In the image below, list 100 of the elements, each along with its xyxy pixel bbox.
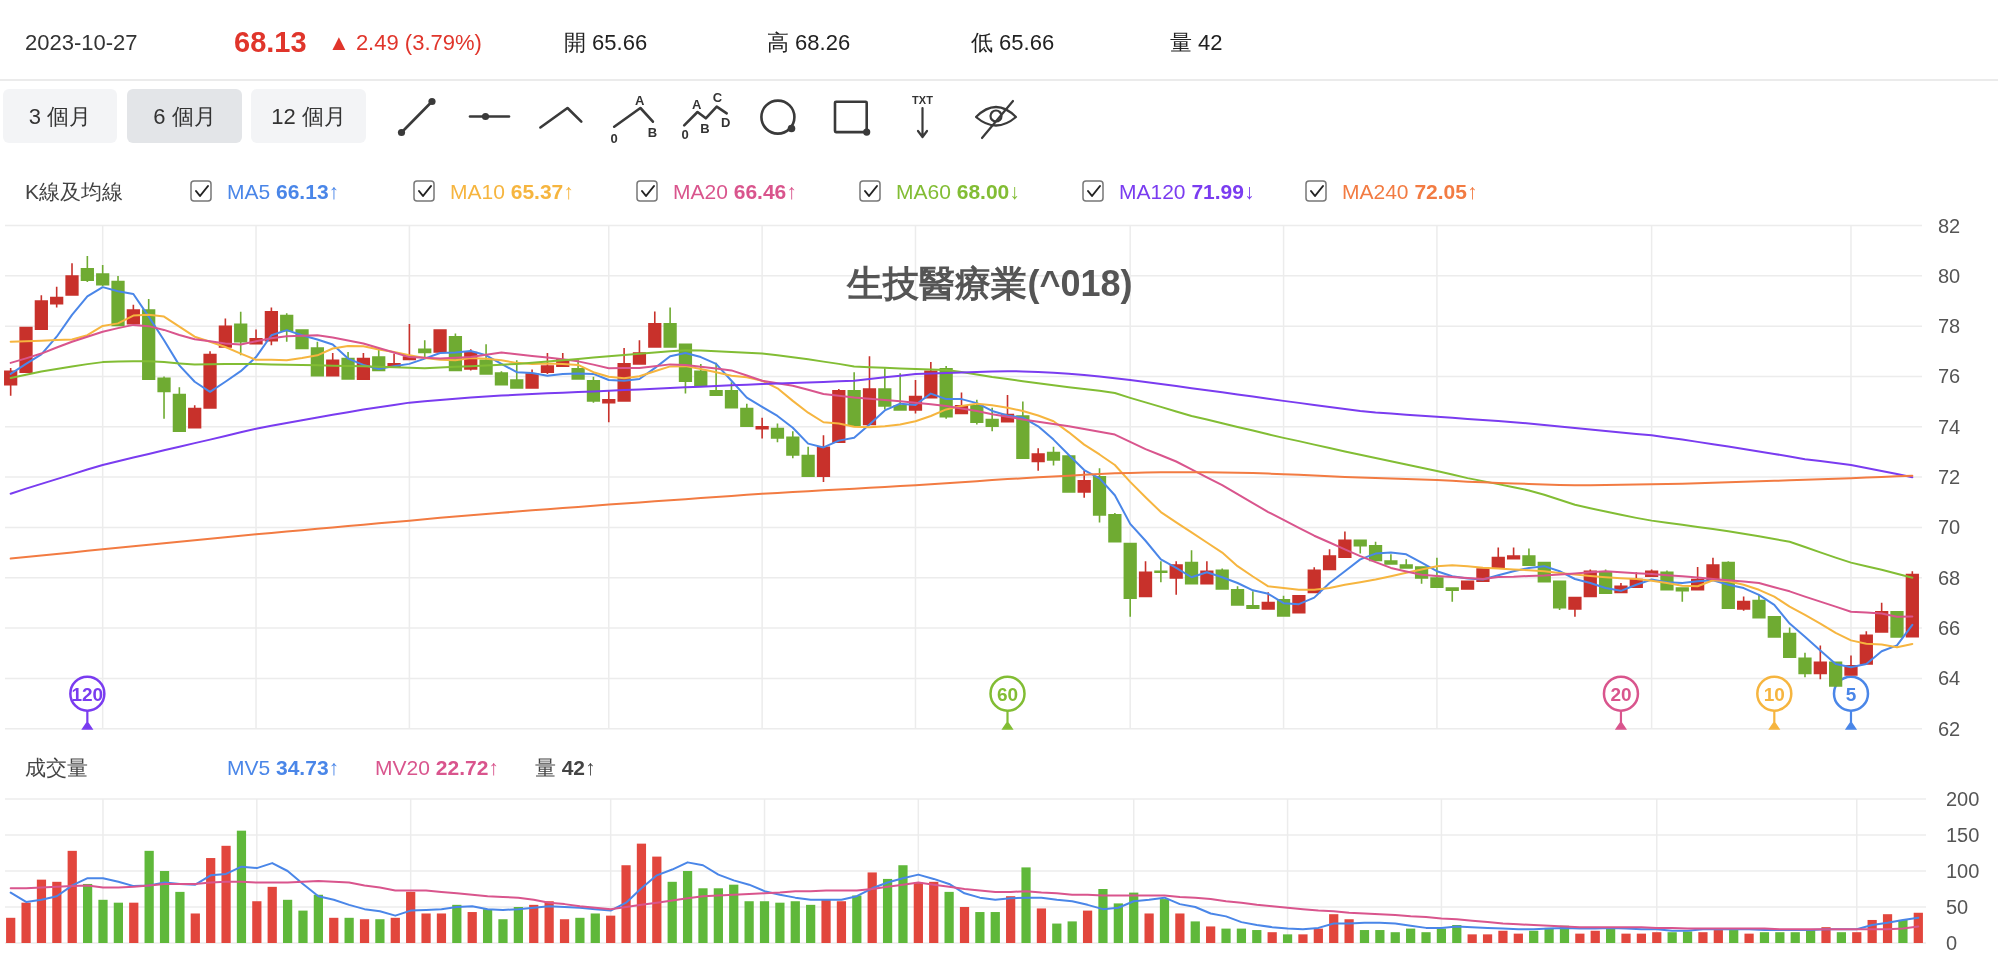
candlestick — [801, 445, 815, 477]
bar — [406, 891, 416, 943]
annotation: 60 — [996, 683, 1019, 705]
legend-title: 成交量 — [25, 755, 88, 779]
text: C — [712, 89, 723, 105]
candlestick — [602, 390, 616, 424]
bar — [1098, 889, 1108, 943]
candlestick — [724, 381, 739, 409]
candlestick — [847, 371, 861, 427]
text: 低 65.66 — [971, 29, 1055, 55]
candlestick — [1077, 470, 1091, 499]
text: A — [692, 96, 702, 112]
bar — [1667, 932, 1677, 943]
bar — [1436, 928, 1447, 943]
bar — [1421, 932, 1431, 943]
bar — [606, 915, 616, 943]
candlestick — [433, 329, 447, 353]
candlestick — [1737, 595, 1751, 612]
candlestick — [770, 422, 785, 443]
bar — [313, 894, 323, 943]
candlestick — [1261, 591, 1275, 610]
candlestick — [1154, 560, 1168, 584]
annotation: 10 — [1763, 683, 1785, 705]
y-tick-label: 72 — [1938, 466, 1961, 489]
bar — [1298, 934, 1308, 943]
candlestick — [80, 255, 94, 283]
bar — [898, 865, 908, 943]
text: 開 65.66 — [564, 29, 648, 55]
bar — [1806, 930, 1816, 943]
y-tick-label: 50 — [1946, 896, 1969, 918]
bar — [1621, 933, 1631, 943]
bar — [1467, 934, 1477, 943]
bar — [1652, 932, 1662, 943]
candlestick — [663, 306, 677, 348]
text: B — [700, 120, 710, 136]
y-tick-label: 62 — [1938, 717, 1961, 740]
candlestick — [755, 416, 769, 440]
candlestick — [65, 262, 79, 296]
candlestick — [172, 386, 186, 433]
text: 生技醫療業(^018) — [846, 262, 1133, 304]
annotation: 5 — [1845, 683, 1857, 705]
candlestick — [1506, 546, 1521, 560]
bar — [590, 913, 600, 943]
bar — [959, 907, 970, 943]
bar — [713, 888, 723, 943]
bar — [1482, 934, 1493, 943]
y-tick-label: 82 — [1938, 214, 1961, 237]
candlestick — [1813, 644, 1827, 680]
y-tick-label: 76 — [1938, 365, 1961, 388]
text: MV5 34.73↑ — [227, 755, 340, 779]
bar — [1852, 932, 1862, 943]
bar — [913, 882, 923, 943]
candlestick — [1783, 626, 1797, 659]
bar — [1498, 930, 1508, 943]
candlestick — [1875, 601, 1889, 633]
bar — [1606, 927, 1616, 943]
annotation: 120 — [71, 683, 104, 705]
bar — [1590, 930, 1600, 943]
candlestick — [418, 339, 432, 358]
legend-title: K線及均線 — [25, 179, 124, 203]
bar — [929, 881, 939, 943]
bar — [513, 907, 523, 943]
bar — [1729, 930, 1739, 943]
bar — [744, 901, 754, 943]
candlestick — [540, 352, 555, 375]
bar — [1390, 932, 1400, 943]
bar — [1144, 913, 1154, 943]
candlestick — [1829, 661, 1843, 687]
bar — [1375, 930, 1385, 943]
candlestick — [111, 275, 125, 327]
candlestick — [1230, 585, 1245, 606]
bar — [498, 919, 508, 943]
text: D — [721, 114, 731, 130]
bar — [190, 913, 200, 943]
candlestick — [1031, 447, 1045, 472]
bar — [252, 901, 262, 943]
y-tick-label: 0 — [1946, 932, 1958, 954]
bar — [1744, 933, 1754, 943]
candlestick — [740, 402, 754, 428]
bar — [1636, 933, 1647, 943]
bar — [867, 872, 877, 943]
candlestick — [203, 350, 217, 409]
bar — [1067, 921, 1077, 943]
candlestick — [1307, 566, 1321, 594]
bar — [175, 891, 185, 943]
bar — [452, 904, 462, 943]
candlestick — [1184, 549, 1199, 585]
bar — [52, 881, 62, 943]
y-tick-label: 100 — [1946, 860, 1980, 882]
bar — [359, 919, 370, 943]
candlestick — [34, 294, 48, 330]
bar — [1682, 931, 1693, 943]
y-tick-label: 70 — [1938, 516, 1961, 539]
candlestick — [1016, 400, 1030, 460]
bar — [267, 886, 277, 943]
candlestick — [50, 285, 64, 309]
bar — [21, 902, 31, 943]
bar — [529, 904, 539, 943]
candlestick — [1890, 610, 1904, 638]
bar — [329, 917, 339, 943]
